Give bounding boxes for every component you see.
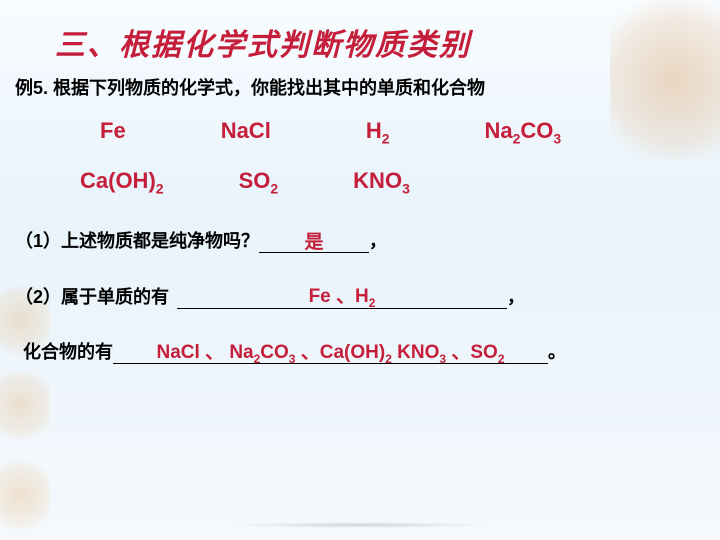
q3-blank: NaCl 、 Na2CO3 、Ca(OH)2 KNO3 、SO2 — [113, 335, 548, 365]
q1-text: （1）上述物质都是纯净物吗？ — [15, 227, 259, 253]
bottom-shadow — [230, 522, 490, 528]
q3-ans-s5: 2 — [498, 351, 505, 365]
formula-nacl: NaCl — [221, 118, 271, 146]
question-2: （2）属于单质的有 Fe 、H2 ， — [15, 279, 690, 309]
bg-seal-left-3 — [0, 460, 50, 530]
q2-tail: ， — [507, 283, 525, 309]
formula-caoh2-sub: 2 — [156, 181, 164, 197]
formula-so2-sub: 2 — [270, 181, 278, 197]
formula-caoh2-p1: Ca(OH) — [80, 168, 156, 193]
formula-h2: H2 — [366, 118, 390, 146]
q3-ans-p2: CO — [260, 342, 289, 363]
q2-answer: Fe 、H2 — [309, 286, 376, 307]
formula-h2-main: H — [366, 118, 382, 143]
q2-ans-sub1: 2 — [369, 296, 376, 310]
q3-answer: NaCl 、 Na2CO3 、Ca(OH)2 KNO3 、SO2 — [156, 342, 504, 363]
formula-kno3-p1: KNO — [353, 168, 402, 193]
formula-so2-p1: SO — [239, 168, 271, 193]
q3-text: 化合物的有 — [23, 338, 113, 364]
slide-content: 三、根据化学式判断物质类别 例5. 根据下列物质的化学式，你能找出其中的单质和化… — [0, 0, 720, 400]
question-1: （1）上述物质都是纯净物吗？ 是 ， — [15, 225, 690, 253]
q3-ans-s3: 2 — [385, 351, 392, 365]
q1-answer: 是 — [305, 232, 324, 253]
q2-ans-p1: Fe 、H — [309, 286, 369, 307]
formula-na2co3: Na2CO3 — [485, 118, 562, 146]
formula-na2co3-s2: 3 — [553, 130, 561, 146]
formula-caoh2: Ca(OH)2 — [80, 168, 164, 196]
formula-row-1: Fe NaCl H2 Na2CO3 — [100, 118, 690, 146]
question-3: 化合物的有 NaCl 、 Na2CO3 、Ca(OH)2 KNO3 、SO2 。 — [23, 335, 690, 365]
q3-ans-p4: KNO — [392, 342, 440, 363]
q3-ans-p3: 、Ca(OH) — [295, 342, 385, 363]
q3-tail: 。 — [548, 338, 566, 364]
formula-kno3-sub: 3 — [402, 181, 410, 197]
q2-blank: Fe 、H2 — [177, 279, 507, 309]
formula-fe: Fe — [100, 118, 126, 146]
q2-text: （2）属于单质的有 — [15, 283, 169, 309]
formula-h2-sub: 2 — [382, 130, 390, 146]
q1-tail: ， — [369, 227, 387, 253]
q3-ans-p1: NaCl 、 Na — [156, 342, 253, 363]
formula-na2co3-p1: Na — [485, 118, 513, 143]
formula-na2co3-p2: CO — [520, 118, 553, 143]
q3-ans-p5: 、SO — [446, 342, 498, 363]
slide-title: 三、根据化学式判断物质类别 — [55, 20, 690, 64]
example-intro: 例5. 根据下列物质的化学式，你能找出其中的单质和化合物 — [15, 74, 690, 100]
formula-so2: SO2 — [239, 168, 279, 196]
formula-row-2: Ca(OH)2 SO2 KNO3 — [80, 168, 690, 196]
q1-blank: 是 — [259, 225, 369, 253]
formula-kno3: KNO3 — [353, 168, 410, 196]
